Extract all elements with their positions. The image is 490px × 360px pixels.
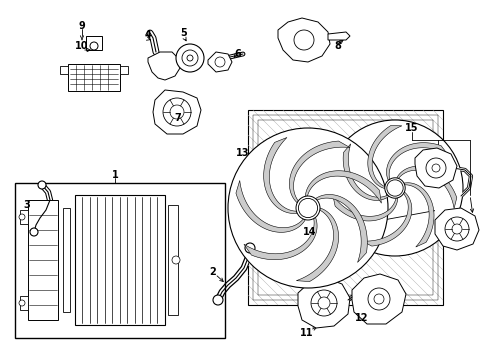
Polygon shape [75, 195, 165, 325]
Polygon shape [120, 66, 128, 74]
Polygon shape [333, 195, 398, 221]
Polygon shape [20, 210, 28, 224]
Circle shape [387, 180, 403, 196]
Text: 2: 2 [210, 267, 217, 277]
Circle shape [432, 164, 440, 172]
Circle shape [318, 297, 330, 309]
Text: 15: 15 [405, 123, 419, 133]
Polygon shape [362, 192, 412, 246]
Circle shape [298, 198, 318, 217]
Polygon shape [298, 278, 350, 328]
Polygon shape [368, 126, 402, 189]
Circle shape [176, 44, 204, 72]
Text: 1: 1 [112, 170, 119, 180]
Circle shape [327, 120, 463, 256]
Text: 11: 11 [300, 328, 314, 338]
Polygon shape [404, 183, 434, 247]
Circle shape [19, 214, 25, 220]
Circle shape [170, 105, 184, 119]
Bar [253, 115, 438, 300]
Polygon shape [168, 205, 178, 315]
Polygon shape [305, 171, 381, 203]
Circle shape [215, 57, 225, 67]
Text: 3: 3 [24, 200, 30, 210]
Polygon shape [387, 143, 448, 180]
Circle shape [228, 128, 388, 288]
Polygon shape [86, 36, 102, 50]
Polygon shape [264, 138, 297, 213]
Bar [248, 110, 443, 305]
Circle shape [452, 224, 462, 234]
Polygon shape [352, 274, 406, 324]
Polygon shape [435, 208, 479, 250]
Polygon shape [278, 18, 330, 62]
Polygon shape [153, 90, 201, 134]
Circle shape [311, 290, 337, 316]
Circle shape [213, 295, 223, 305]
Polygon shape [415, 148, 457, 188]
Circle shape [163, 98, 191, 126]
Text: 9: 9 [78, 21, 85, 31]
Circle shape [294, 30, 314, 50]
Circle shape [245, 243, 255, 253]
Polygon shape [397, 166, 457, 208]
Text: 12: 12 [355, 313, 369, 323]
Polygon shape [296, 208, 339, 282]
Circle shape [172, 256, 180, 264]
Circle shape [296, 196, 320, 220]
Bar [15, 183, 225, 338]
Circle shape [30, 228, 38, 236]
Polygon shape [208, 52, 232, 72]
Polygon shape [20, 296, 28, 310]
Circle shape [445, 217, 469, 241]
Polygon shape [236, 180, 305, 232]
Text: 10: 10 [75, 41, 89, 51]
Polygon shape [63, 208, 70, 312]
Polygon shape [244, 217, 317, 260]
Polygon shape [343, 144, 389, 201]
Circle shape [182, 50, 198, 66]
Circle shape [90, 42, 98, 50]
Text: 7: 7 [174, 113, 181, 123]
Polygon shape [316, 194, 368, 262]
Text: 5: 5 [181, 28, 187, 38]
Text: 14: 14 [303, 227, 317, 237]
Polygon shape [68, 64, 120, 91]
Circle shape [187, 55, 193, 61]
Polygon shape [328, 32, 350, 40]
Polygon shape [60, 66, 68, 74]
Circle shape [19, 300, 25, 306]
Polygon shape [28, 200, 58, 320]
Text: 8: 8 [335, 41, 342, 51]
Text: 6: 6 [235, 49, 242, 59]
Circle shape [426, 158, 446, 178]
Circle shape [38, 181, 46, 189]
Circle shape [374, 294, 384, 304]
Circle shape [368, 288, 390, 310]
Polygon shape [148, 52, 180, 80]
Text: 13: 13 [236, 148, 250, 158]
Polygon shape [290, 141, 350, 203]
Text: 4: 4 [145, 30, 151, 40]
Circle shape [385, 178, 405, 198]
Bar [258, 120, 433, 295]
